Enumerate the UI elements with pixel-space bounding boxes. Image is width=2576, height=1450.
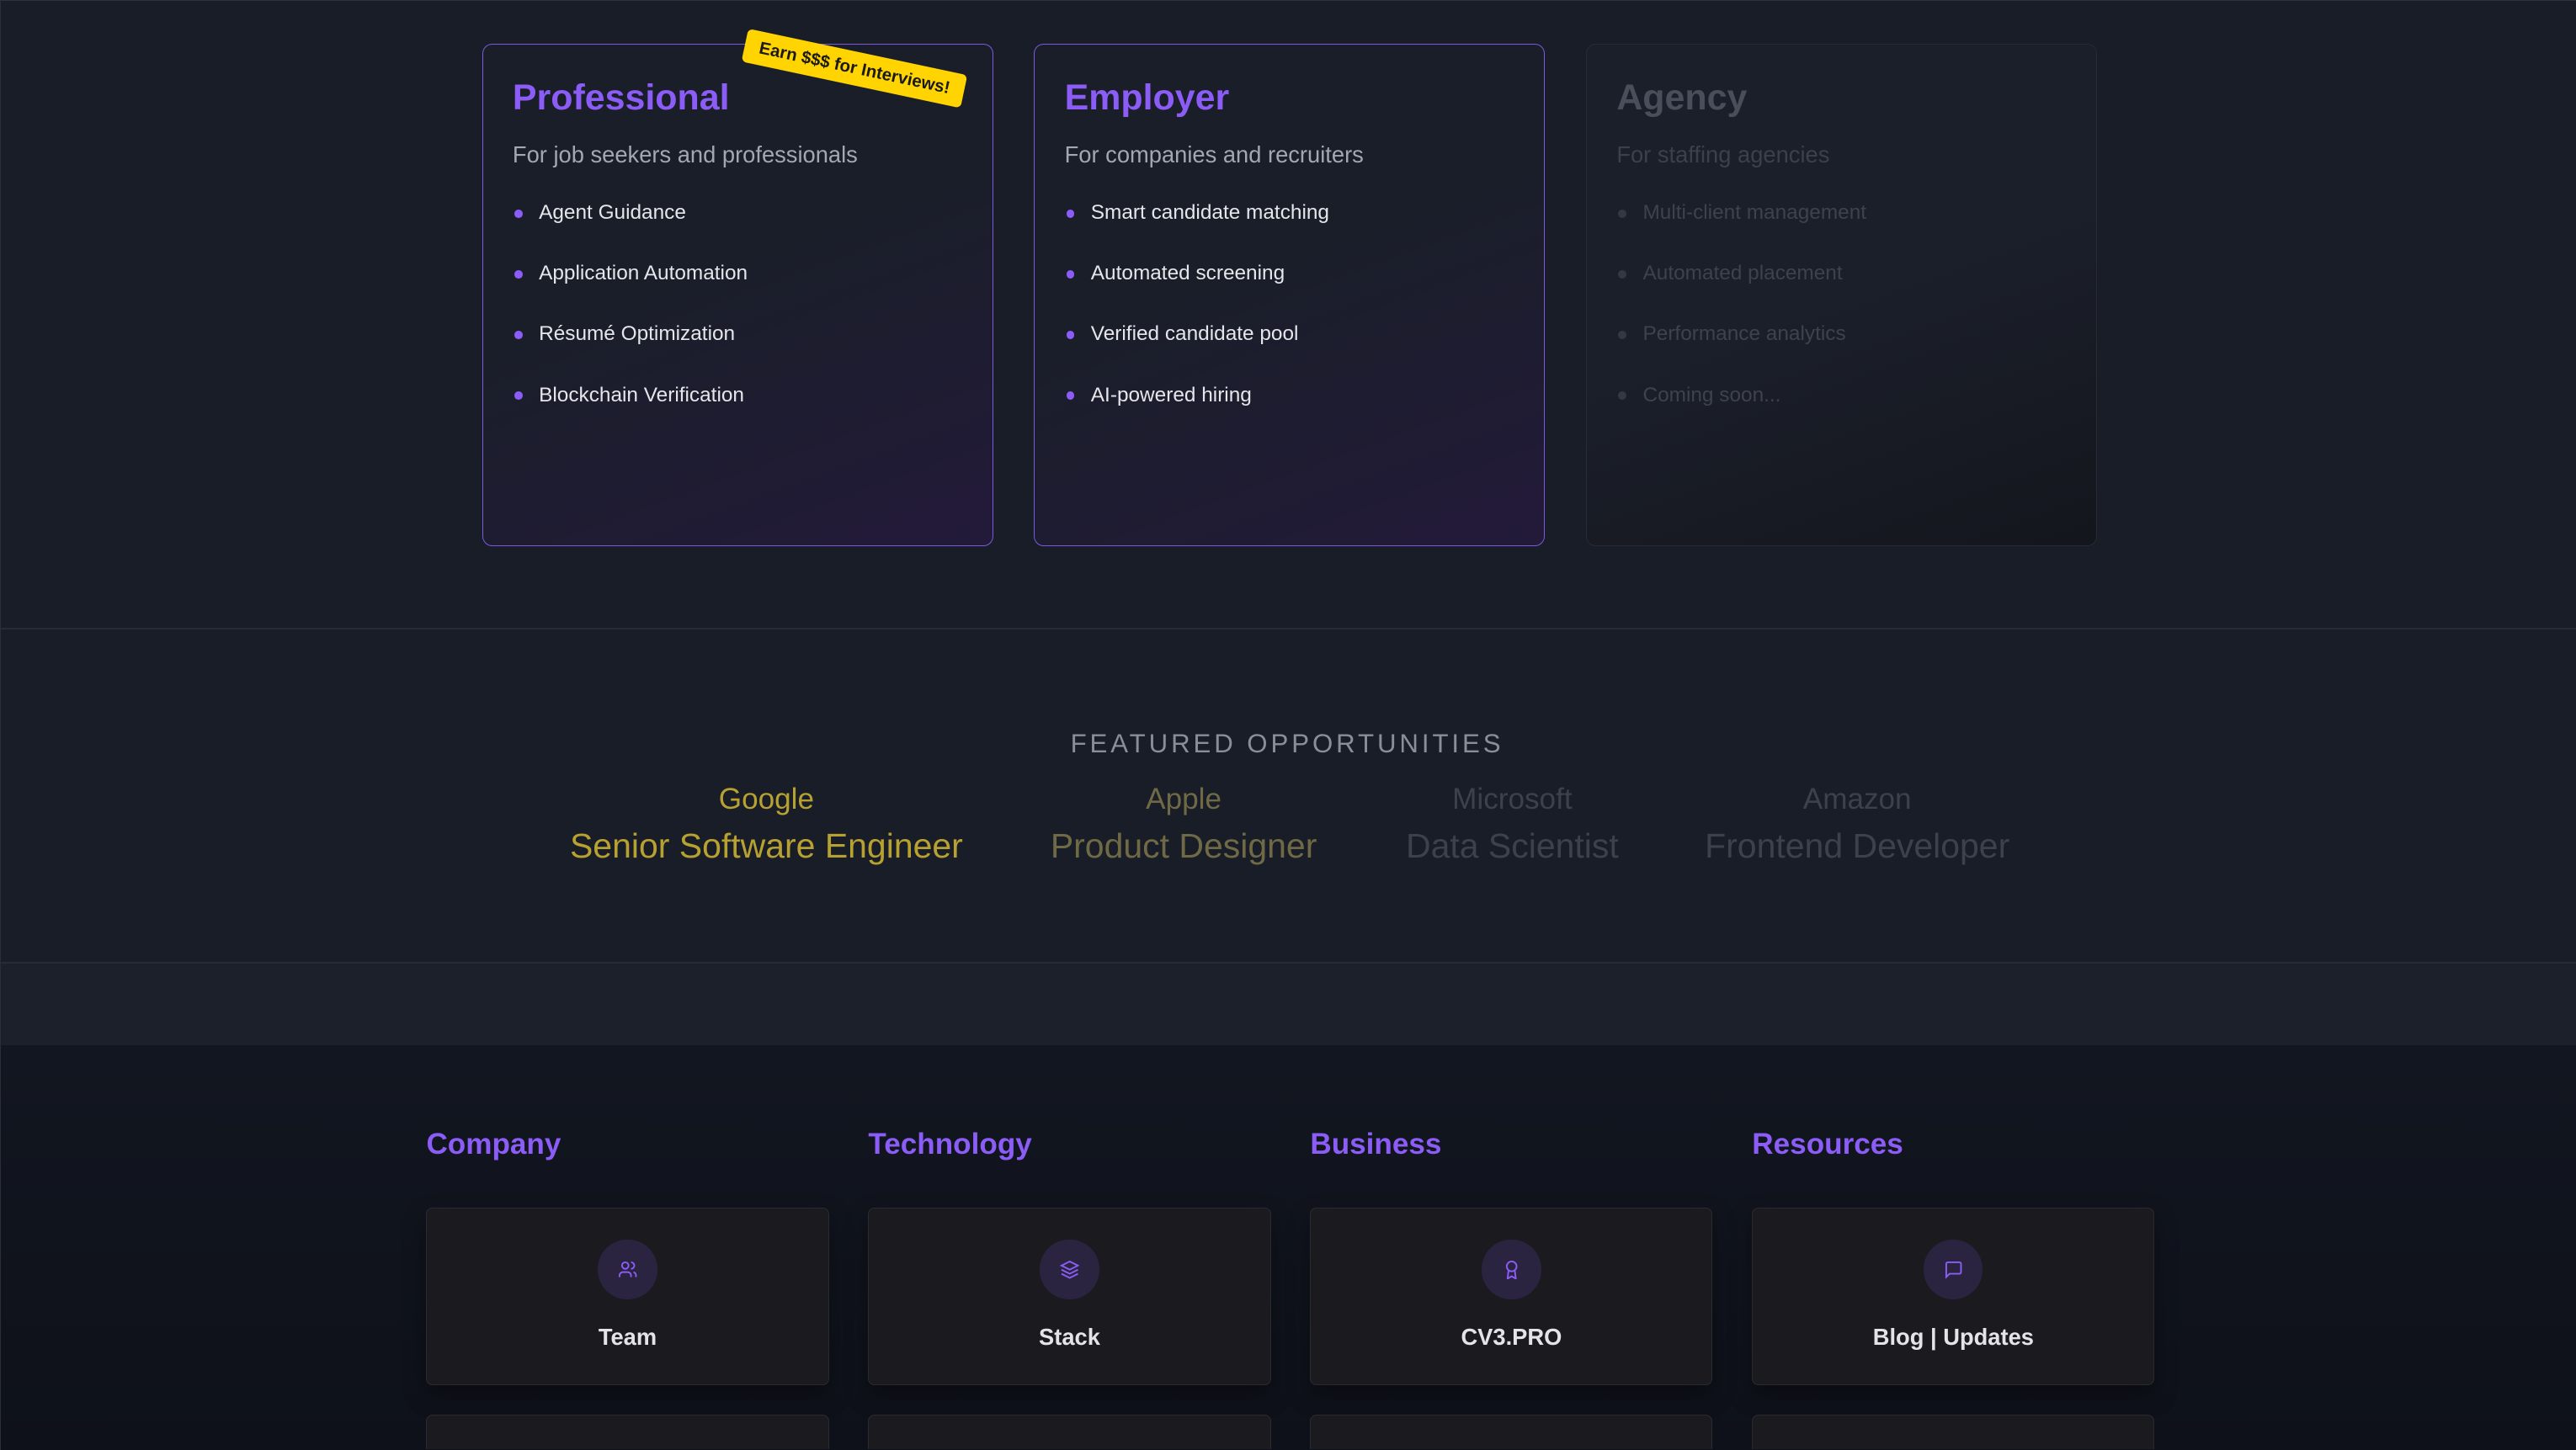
footer-card-team[interactable]: Team <box>426 1208 829 1386</box>
bullet-icon <box>1618 270 1626 279</box>
featured-title: FEATURED OPPORTUNITIES <box>1070 728 1504 758</box>
feature-item: Application Automation <box>513 262 963 322</box>
award-icon <box>1482 1240 1541 1299</box>
feature-item: Performance analytics <box>1616 322 2067 383</box>
users-icon <box>598 1240 657 1299</box>
plan-title: Employer <box>1064 77 1230 118</box>
opportunity-google[interactable]: Google Senior Software Engineer <box>569 782 963 865</box>
plan-card-employer[interactable]: Employer For companies and recruiters Sm… <box>1034 43 1546 546</box>
footer-card-cv3pro[interactable]: CV3.PRO <box>1310 1208 1713 1386</box>
feature-item: Blockchain Verification <box>513 384 963 444</box>
opportunity-microsoft[interactable]: Microsoft Data Scientist <box>1405 782 1619 865</box>
layers-icon <box>1040 1240 1099 1299</box>
bullet-icon <box>514 209 523 218</box>
plan-card-agency: Agency For staffing agencies Multi-clien… <box>1586 43 2098 546</box>
footer-card-stack[interactable]: Stack <box>868 1208 1271 1386</box>
footer-heading-business: Business <box>1310 1127 1442 1161</box>
footer-heading-technology: Technology <box>868 1127 1032 1161</box>
bullet-icon <box>1066 270 1075 279</box>
footer-card-blog[interactable]: Blog | Updates <box>1752 1208 2155 1386</box>
band <box>1 963 2576 1046</box>
plan-subtitle: For job seekers and professionals <box>512 141 858 168</box>
bullet-icon <box>514 331 523 339</box>
plan-title: Agency <box>1616 77 1748 118</box>
opportunity-apple[interactable]: Apple Product Designer <box>1050 782 1317 865</box>
message-square-icon <box>1924 1240 1983 1299</box>
feature-item: Verified candidate pool <box>1065 322 1515 383</box>
bullet-icon <box>1066 331 1075 339</box>
plan-title: Professional <box>512 77 730 118</box>
divider <box>1 628 2576 630</box>
feature-item: Smart candidate matching <box>1065 201 1515 262</box>
bullet-icon <box>1066 209 1075 218</box>
feature-item: Automated placement <box>1616 262 2067 322</box>
feature-item: Coming soon... <box>1616 384 2067 444</box>
footer-card[interactable] <box>1752 1415 2155 1450</box>
footer <box>1 1045 2576 1450</box>
feature-item: AI-powered hiring <box>1065 384 1515 444</box>
footer-heading-resources: Resources <box>1752 1127 1903 1161</box>
opportunity-amazon[interactable]: Amazon Frontend Developer <box>1705 782 2010 865</box>
footer-card[interactable] <box>868 1415 1271 1450</box>
feature-item: Résumé Optimization <box>513 322 963 383</box>
divider <box>1 961 2576 964</box>
bullet-icon <box>1618 391 1626 401</box>
feature-item: Automated screening <box>1065 262 1515 322</box>
plan-subtitle: For companies and recruiters <box>1064 141 1364 168</box>
bullet-icon <box>514 270 523 279</box>
bullet-icon <box>1066 391 1075 401</box>
plan-card-professional[interactable]: Professional For job seekers and profess… <box>482 43 993 546</box>
bullet-icon <box>1618 209 1626 218</box>
bullet-icon <box>514 391 523 401</box>
bullet-icon <box>1618 331 1626 339</box>
feature-item: Multi-client management <box>1616 201 2067 262</box>
plan-subtitle: For staffing agencies <box>1616 141 1830 168</box>
footer-card[interactable] <box>1310 1415 1713 1450</box>
footer-card[interactable] <box>426 1415 829 1450</box>
feature-item: Agent Guidance <box>513 201 963 262</box>
footer-heading-company: Company <box>426 1127 562 1161</box>
